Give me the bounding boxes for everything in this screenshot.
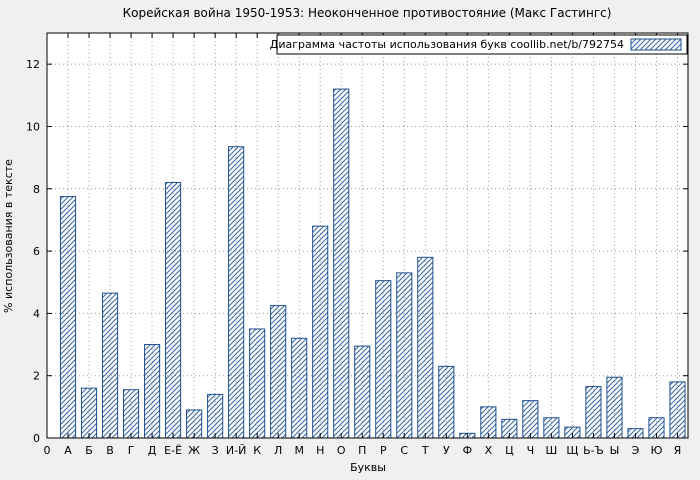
x-tick-Х: Х (485, 444, 493, 457)
x-tick-Ж: Ж (188, 444, 200, 457)
x-tick-Э: Э (632, 444, 640, 457)
x-tick-У: У (443, 444, 450, 457)
x-tick-Е-Ё: Е-Ё (164, 444, 182, 457)
legend-box (276, 34, 688, 55)
y-tick-4: 4 (33, 307, 40, 320)
bar-Г (123, 389, 140, 439)
legend-swatch (630, 38, 682, 51)
x-tick-Ш: Ш (546, 444, 558, 457)
x-tick-П: П (358, 444, 366, 457)
legend: Диаграмма частоты использования букв coo… (270, 34, 688, 55)
x-tick-О: О (337, 444, 346, 457)
y-tick-10: 10 (26, 120, 40, 133)
x-tick-Л: Л (274, 444, 282, 457)
x-tick-Р: Р (380, 444, 387, 457)
bar-Ь-Ъ (585, 386, 602, 439)
bar-Л (270, 305, 287, 439)
bar-И-Й (228, 146, 245, 439)
y-tick-6: 6 (33, 245, 40, 258)
x-tick-К: К (253, 444, 261, 457)
x-tick-З: З (212, 444, 219, 457)
x-tick-Ч: Ч (527, 444, 535, 457)
bar-Д (144, 344, 161, 439)
bar-Н (312, 225, 329, 439)
x-tick-Я: Я (674, 444, 682, 457)
y-tick-labels: 0 2 4 6 8 10 12 (26, 58, 40, 445)
y-tick-0: 0 (33, 432, 40, 445)
bar-Ч (522, 400, 539, 439)
bar-К (249, 328, 266, 439)
bar-О (333, 88, 350, 439)
x-tick-Г: Г (128, 444, 135, 457)
x-tick-Ь-Ъ: Ь-Ъ (583, 444, 604, 457)
bar-С (396, 272, 413, 439)
x-tick-origin: 0 (44, 444, 51, 457)
x-tick-Т: Т (421, 444, 429, 457)
bar-З (207, 393, 224, 439)
x-tick-Н: Н (316, 444, 324, 457)
plot-border (46, 32, 689, 439)
x-tick-А: А (64, 444, 72, 457)
bar-В (101, 292, 119, 439)
y-tick-2: 2 (33, 370, 40, 383)
x-tick-Ы: Ы (610, 444, 620, 457)
x-tick-Ю: Ю (651, 444, 663, 457)
x-tick-Б: Б (85, 444, 93, 457)
x-tick-Ф: Ф (463, 444, 472, 457)
x-tick-Щ: Щ (566, 444, 578, 457)
y-tick-8: 8 (33, 183, 40, 196)
x-tick-С: С (400, 444, 408, 457)
bar-М (291, 337, 308, 439)
x-tick-Д: Д (148, 444, 157, 457)
x-tick-labels: 0 А Б В Г Д Е-Ё Ж З И-Й К Л М Н О П Р С Т У Ф Х Ц Ч Ш Щ Ь-Ъ Ы Э Ю Я (44, 444, 682, 457)
y-axis-label: % использования в тексте (2, 159, 15, 313)
bar-Я (669, 381, 686, 439)
bar-Б (80, 387, 98, 439)
bar-Е-Ё (165, 182, 182, 439)
bar-Т (417, 256, 434, 439)
x-axis-label: Буквы (350, 461, 386, 474)
bar-Ы (606, 376, 623, 439)
x-tick-И-Й: И-Й (226, 444, 246, 457)
bar-А (59, 196, 77, 439)
y-tick-12: 12 (26, 58, 40, 71)
bar-У (438, 365, 455, 439)
chart-title: Корейская война 1950-1953: Неоконченное … (123, 6, 612, 20)
bar-П (354, 345, 371, 439)
bar-Р (375, 280, 392, 439)
legend-label: Диаграмма частоты использования букв coo… (270, 38, 624, 51)
x-tick-М: М (294, 444, 304, 457)
x-tick-В: В (106, 444, 114, 457)
x-tick-Ц: Ц (505, 444, 514, 457)
